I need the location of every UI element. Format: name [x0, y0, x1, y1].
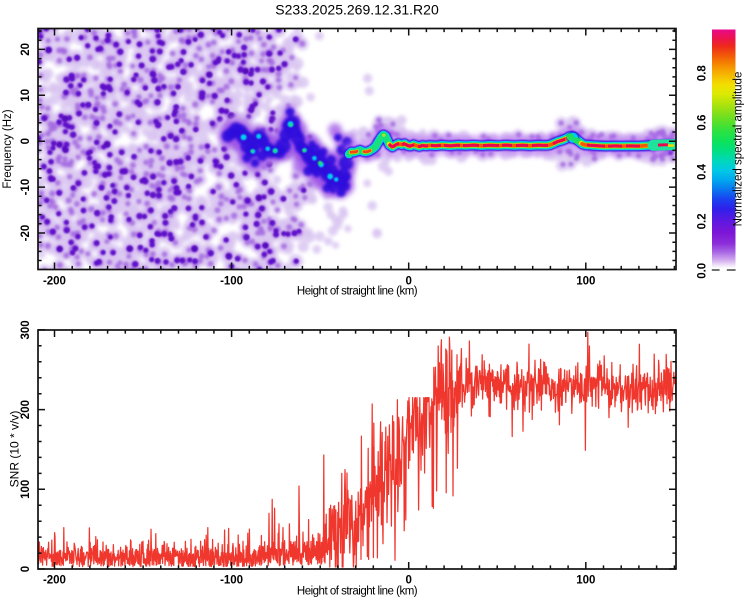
svg-text:0.2: 0.2 — [697, 213, 709, 229]
svg-text:-200: -200 — [43, 575, 66, 587]
svg-text:20: 20 — [20, 43, 32, 56]
svg-text:0.4: 0.4 — [697, 163, 709, 180]
svg-text:100: 100 — [20, 480, 32, 499]
svg-text:-10: -10 — [20, 179, 32, 196]
svg-text:Frequency (Hz): Frequency (Hz) — [2, 109, 14, 188]
svg-text:-200: -200 — [43, 276, 66, 288]
svg-text:10: 10 — [20, 89, 32, 102]
svg-text:200: 200 — [20, 400, 32, 419]
svg-text:0.0: 0.0 — [697, 263, 709, 279]
svg-text:S233.2025.269.12.31.R20: S233.2025.269.12.31.R20 — [275, 2, 439, 18]
svg-text:0: 0 — [20, 566, 32, 572]
svg-text:-100: -100 — [220, 575, 243, 587]
svg-text:0.8: 0.8 — [697, 65, 709, 82]
svg-text:-20: -20 — [20, 225, 32, 242]
svg-text:-100: -100 — [220, 276, 243, 288]
svg-text:0: 0 — [405, 575, 411, 587]
svg-text:0.6: 0.6 — [697, 115, 709, 131]
svg-text:SNR (10 * v/v): SNR (10 * v/v) — [8, 411, 22, 488]
svg-text:0: 0 — [405, 276, 411, 288]
svg-text:0: 0 — [20, 138, 32, 144]
svg-text:Height of straight line (km): Height of straight line (km) — [297, 586, 418, 598]
svg-text:100: 100 — [576, 276, 595, 288]
svg-text:100: 100 — [576, 575, 595, 587]
svg-text:Height of straight line (km): Height of straight line (km) — [297, 286, 418, 298]
svg-text:Normalized spectral amplitude: Normalized spectral amplitude — [733, 72, 745, 227]
svg-text:300: 300 — [20, 320, 32, 339]
